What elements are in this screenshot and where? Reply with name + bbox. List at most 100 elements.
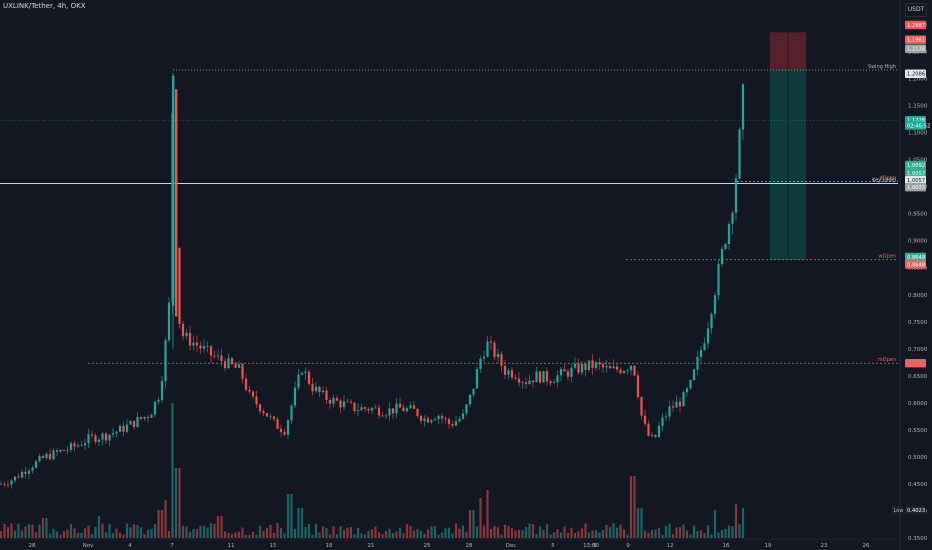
volume-bar xyxy=(17,523,20,538)
volume-bar xyxy=(496,527,500,538)
candle-body xyxy=(367,408,370,411)
candle-body xyxy=(206,346,209,347)
volume-bar xyxy=(419,530,423,538)
candle xyxy=(6,480,10,488)
candle xyxy=(433,416,437,421)
candle xyxy=(692,368,696,381)
candle xyxy=(283,428,286,437)
candle xyxy=(111,428,115,439)
volume-bar xyxy=(90,534,94,538)
candle-body xyxy=(227,358,230,369)
level-label: wOpen xyxy=(879,254,896,260)
currency-badge[interactable]: USDT xyxy=(905,3,927,17)
candle xyxy=(713,292,717,318)
candle xyxy=(216,349,220,360)
candle xyxy=(447,417,451,429)
volume-bar xyxy=(314,524,318,538)
candle xyxy=(559,366,563,382)
candle-body xyxy=(185,332,188,337)
volume-bar xyxy=(416,528,419,538)
low-label-bg xyxy=(892,505,903,514)
volume-bar xyxy=(342,530,346,538)
volume-bar xyxy=(682,524,685,538)
candle xyxy=(605,360,608,373)
volume-bar xyxy=(710,534,713,538)
candle xyxy=(241,362,244,384)
candle xyxy=(577,358,580,375)
candle-body xyxy=(195,342,199,346)
candle xyxy=(213,350,216,359)
candle xyxy=(265,412,269,417)
volume-bar xyxy=(647,532,650,538)
candle xyxy=(293,381,297,409)
price-tag: 1.2138 xyxy=(905,44,926,53)
candle-body xyxy=(17,476,20,478)
volume-bar xyxy=(311,534,314,538)
candle xyxy=(45,452,48,460)
volume-bar xyxy=(346,527,349,538)
volume-bar xyxy=(129,527,132,538)
volume-bar xyxy=(223,531,227,538)
volume-bar xyxy=(48,533,52,538)
volume-bar xyxy=(360,533,363,538)
candle-body xyxy=(573,363,577,368)
candle xyxy=(461,409,465,420)
candle-body xyxy=(412,405,416,409)
candle-body xyxy=(741,84,745,130)
candle-body xyxy=(237,364,241,368)
candle xyxy=(549,379,552,387)
candle-body xyxy=(713,295,717,314)
candle-body xyxy=(689,380,692,389)
candle-body xyxy=(650,434,654,436)
price-axis-label: 0.8500 xyxy=(908,266,928,272)
candle xyxy=(493,340,496,361)
candle xyxy=(195,335,199,353)
candle xyxy=(87,428,90,449)
candle xyxy=(671,400,675,413)
candle xyxy=(521,380,524,390)
candle-body xyxy=(615,366,619,370)
volume-bar xyxy=(3,523,6,538)
candle-body xyxy=(66,449,69,451)
candle xyxy=(269,413,272,420)
price-axis-label: 1.0500 xyxy=(908,158,928,164)
candle xyxy=(430,419,433,425)
volume-bar xyxy=(556,529,559,538)
candle xyxy=(703,337,706,352)
volume-bar xyxy=(321,526,325,538)
time-axis: 28 Nov 4 7 11 15 18 21 25 28 Dec 5 913:00 9 12 16 19 23 26 xyxy=(0,538,900,549)
candle xyxy=(738,126,741,181)
candle xyxy=(286,418,290,440)
candle xyxy=(122,421,125,436)
volume-bar xyxy=(244,534,248,538)
candle-body xyxy=(0,483,3,485)
candle-body xyxy=(136,417,139,427)
candle-body xyxy=(290,405,293,421)
spike-candle xyxy=(172,72,178,349)
candle-body xyxy=(265,413,269,417)
candle xyxy=(622,370,626,375)
candle-body xyxy=(440,416,444,419)
candle xyxy=(304,367,307,380)
volume-bar xyxy=(164,500,167,538)
candle xyxy=(272,415,276,422)
candle-body xyxy=(409,405,412,409)
volume-bar xyxy=(174,468,178,538)
price-tag-text: 0.8648 xyxy=(907,255,925,261)
candle-body xyxy=(696,356,699,370)
volume-bar xyxy=(363,534,367,538)
position-target-zone xyxy=(770,70,806,260)
candle-body xyxy=(720,248,724,265)
candle xyxy=(325,386,328,404)
candle-body xyxy=(262,411,265,414)
candle-body xyxy=(34,461,38,468)
price-tag-bg xyxy=(905,505,926,515)
candle xyxy=(465,403,468,417)
volume-bar xyxy=(608,527,612,538)
price-tag-bg xyxy=(905,69,926,78)
candle-body xyxy=(230,358,234,364)
candle-body xyxy=(486,341,489,357)
candle xyxy=(727,221,731,250)
candle xyxy=(143,416,146,421)
